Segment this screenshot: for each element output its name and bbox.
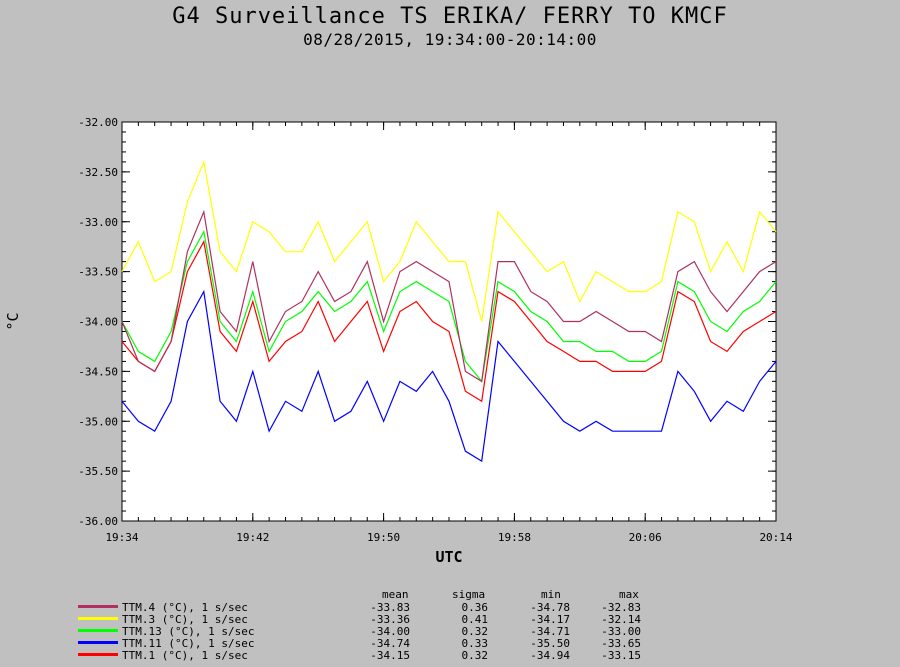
- plot-frame: [121, 121, 777, 522]
- y-tick-label: -35.50: [78, 465, 118, 478]
- legend-row: TTM.4 (°C), 1 s/sec -33.83 0.36 -34.78 -…: [78, 601, 678, 614]
- chart-subtitle: 08/28/2015, 19:34:00-20:14:00: [303, 30, 597, 49]
- y-tick-label: -36.00: [78, 515, 118, 528]
- stat-min: -35.50: [530, 637, 570, 650]
- stat-mean: -34.74: [370, 637, 410, 650]
- legend-swatch: [78, 653, 118, 656]
- y-tick-label: -33.00: [78, 216, 118, 229]
- stat-mean: -34.00: [370, 625, 410, 638]
- stat-max: -32.83: [601, 601, 641, 614]
- stat-sigma: 0.32: [461, 625, 489, 638]
- series-line-ttm-4: [121, 209, 777, 383]
- legend-label: TTM.11 (°C), 1 s/sec: [122, 637, 255, 650]
- y-tick-label: -34.00: [78, 316, 118, 329]
- legend-swatch: [78, 605, 118, 608]
- stat-max: -32.14: [601, 613, 641, 626]
- stats-header-min: min: [541, 588, 561, 601]
- x-tick-label: 20:14: [759, 531, 792, 544]
- legend-row: TTM.3 (°C), 1 s/sec -33.36 0.41 -34.17 -…: [78, 613, 678, 626]
- legend-label: TTM.13 (°C), 1 s/sec: [122, 625, 255, 638]
- legend-swatch: [78, 641, 118, 644]
- legend-label: TTM.4 (°C), 1 s/sec: [122, 601, 248, 614]
- x-tick-label: 19:34: [105, 531, 138, 544]
- stat-max: -33.65: [601, 637, 641, 650]
- series-line-ttm-1: [121, 239, 777, 403]
- x-tick-label: 20:06: [629, 531, 662, 544]
- series-line-ttm-13: [121, 229, 777, 383]
- stat-sigma: 0.32: [461, 649, 489, 662]
- stats-header-sigma: sigma: [452, 588, 486, 601]
- legend-label: TTM.3 (°C), 1 s/sec: [122, 613, 248, 626]
- legend-label: TTM.1 (°C), 1 s/sec: [122, 649, 248, 662]
- x-tick-label: 19:50: [367, 531, 400, 544]
- x-tick-label: 19:58: [498, 531, 531, 544]
- stat-min: -34.71: [530, 625, 570, 638]
- stat-min: -34.78: [530, 601, 570, 614]
- legend-swatch: [78, 617, 118, 620]
- series-line-ttm-11: [121, 289, 777, 463]
- stat-sigma: 0.41: [461, 613, 489, 626]
- y-axis-label: °C: [4, 312, 22, 330]
- stats-header-max: max: [619, 588, 639, 601]
- stat-mean: -34.15: [370, 649, 410, 662]
- legend-swatch: [78, 629, 118, 632]
- stat-mean: -33.36: [370, 613, 410, 626]
- legend-row: TTM.11 (°C), 1 s/sec -34.74 0.33 -35.50 …: [78, 637, 678, 650]
- stat-sigma: 0.36: [461, 601, 489, 614]
- y-tick-label: -32.00: [78, 116, 118, 129]
- chart-title: G4 Surveillance TS ERIKA/ FERRY TO KMCF: [172, 4, 728, 29]
- y-tick-label: -34.50: [78, 365, 118, 378]
- x-axis-label: UTC: [435, 548, 462, 566]
- stat-min: -34.17: [530, 613, 570, 626]
- series-line-ttm-3: [121, 159, 777, 322]
- y-tick-label: -32.50: [78, 166, 118, 179]
- y-tick-label: -35.00: [78, 415, 118, 428]
- legend-row: TTM.1 (°C), 1 s/sec -34.15 0.32 -34.94 -…: [78, 649, 678, 662]
- legend-row: TTM.13 (°C), 1 s/sec -34.00 0.32 -34.71 …: [78, 625, 678, 638]
- stats-header-mean: mean: [382, 588, 409, 601]
- y-tick-label: -33.50: [78, 266, 118, 279]
- x-tick-label: 19:42: [236, 531, 269, 544]
- stat-min: -34.94: [530, 649, 570, 662]
- stat-max: -33.15: [601, 649, 641, 662]
- stat-mean: -33.83: [370, 601, 410, 614]
- stat-max: -33.00: [601, 625, 641, 638]
- stat-sigma: 0.33: [461, 637, 489, 650]
